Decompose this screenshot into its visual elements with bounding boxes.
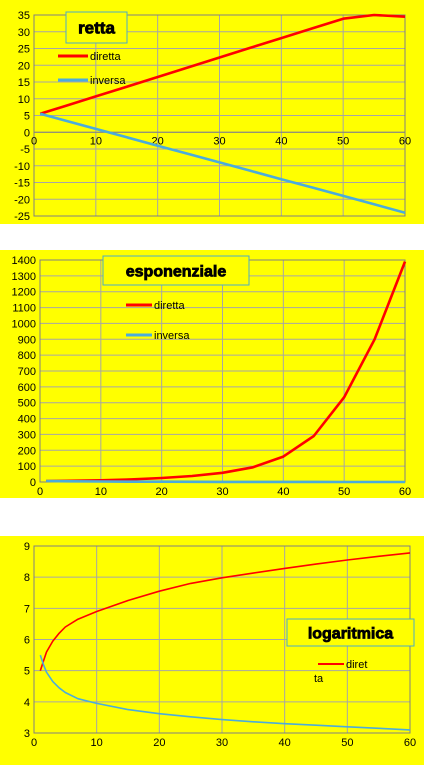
x-tick-label: 60: [404, 737, 416, 749]
chart-retta-svg: 0 10 20 30 40 50 6035302520151050-5-10-15-20-2…: [0, 0, 424, 224]
series-line-inversa: [39, 112, 406, 214]
x-tick-label: 0: [31, 737, 37, 749]
y-tick-label: 700: [18, 366, 36, 378]
chart-background: [0, 250, 424, 498]
x-tick-label: 50: [338, 486, 350, 498]
chart-title: retta: [78, 19, 115, 38]
y-tick-label: 0: [30, 477, 36, 489]
chart-title: logaritmica: [308, 625, 393, 642]
chart-title-box: [286, 618, 415, 647]
y-tick-label: 25: [18, 44, 30, 56]
y-tick-label: 20: [18, 60, 30, 72]
y-tick-label: 600: [18, 382, 36, 394]
legend-label: diret: [346, 659, 367, 671]
chart-logaritmica: 0 10 20 30 40 50 60 9 8 7 6 5 4 3 logaritmica diret ta: [0, 536, 424, 765]
y-tick-label: -20: [14, 194, 30, 206]
y-tick-label: 4: [24, 697, 30, 709]
y-tick-label: -5: [20, 144, 30, 156]
y-tick-label: 7: [24, 603, 30, 615]
y-tick-label: 900: [18, 334, 36, 346]
y-tick-label: 500: [18, 398, 36, 410]
legend-label-inversa: inversa: [154, 330, 190, 342]
x-tick-label: 20: [156, 486, 168, 498]
y-tick-label: 1400: [12, 255, 36, 267]
y-tick-label: 15: [18, 77, 30, 89]
x-tick-label: 30: [216, 737, 228, 749]
x-tick-label: 30: [213, 135, 225, 147]
y-tick-label: 10: [18, 94, 30, 106]
y-tick-label: 6: [24, 635, 30, 647]
y-tick-label: 35: [18, 10, 30, 22]
x-tick-label: 10: [90, 135, 102, 147]
series-line-inversa: [46, 479, 405, 484]
x-tick-label: 20: [153, 737, 165, 749]
y-tick-label: 200: [18, 445, 36, 457]
x-tick-label: 40: [279, 737, 291, 749]
x-tick-label: 30: [216, 486, 228, 498]
y-tick-label: 100: [18, 461, 36, 473]
legend-label-inversa: inversa: [90, 75, 126, 87]
chart-title: esponenziale: [126, 263, 227, 280]
x-tick-label: 40: [275, 135, 287, 147]
series-line-diretta: [39, 552, 411, 671]
y-tick-label: 5: [24, 111, 30, 123]
grid: [33, 14, 406, 217]
x-tick-label: 10: [91, 737, 103, 749]
y-tick-label: 1200: [12, 287, 36, 299]
y-tick-label: 800: [18, 350, 36, 362]
legend-label: ta: [314, 673, 324, 685]
y-tick-label: 400: [18, 414, 36, 426]
chart-esponenziale-svg: 0 10 20 30 40 50 60140013001200110010009008007…: [0, 250, 424, 498]
x-tick-label: 60: [399, 486, 411, 498]
y-tick-label: 300: [18, 429, 36, 441]
chart-title-box: [102, 255, 250, 286]
chart-retta: 0 10 20 30 40 50 60 35 30 25 20 15 10 5 0 -5 -10 -15 -20 -2…: [0, 0, 424, 224]
x-tick-label: 10: [95, 486, 107, 498]
y-tick-label: 30: [18, 27, 30, 39]
y-tick-label: 8: [24, 572, 30, 584]
y-tick-label: 5: [24, 666, 30, 678]
series-line-inversa: [39, 654, 411, 731]
legend-label-diretta: diretta: [90, 51, 121, 63]
x-tick-label: 50: [341, 737, 353, 749]
y-tick-label: 1000: [12, 318, 36, 330]
x-tick-label: 0: [37, 486, 43, 498]
y-tick-label: -15: [14, 178, 30, 190]
y-tick-label: -10: [14, 161, 30, 173]
x-tick-label: 0: [31, 135, 37, 147]
y-tick-label: -25: [14, 211, 30, 223]
y-tick-label: 9: [24, 541, 30, 553]
y-tick-label: 1300: [12, 271, 36, 283]
chart-title-box: [65, 11, 128, 44]
y-tick-label: 1100: [12, 303, 36, 315]
legend-label-diretta: diretta: [154, 300, 185, 312]
series-line-diretta: [39, 13, 406, 116]
y-tick-label: 0: [24, 127, 30, 139]
x-tick-label: 60: [399, 135, 411, 147]
y-tick-label: 3: [24, 728, 30, 740]
chart-background: [0, 536, 424, 765]
chart-esponenziale: 0 10 20 30 40 50 60 1400 1300 1200 1100 1000 900 800 7…: [0, 250, 424, 498]
x-tick-label: 40: [277, 486, 289, 498]
x-tick-label: 50: [337, 135, 349, 147]
plot-area: [33, 14, 406, 217]
chart-background: [0, 0, 424, 224]
chart-logaritmica-svg: 0 10 20 30 40 50 60 9 8 7 6 5 4 3 logaritmica diret ta: [0, 536, 424, 765]
